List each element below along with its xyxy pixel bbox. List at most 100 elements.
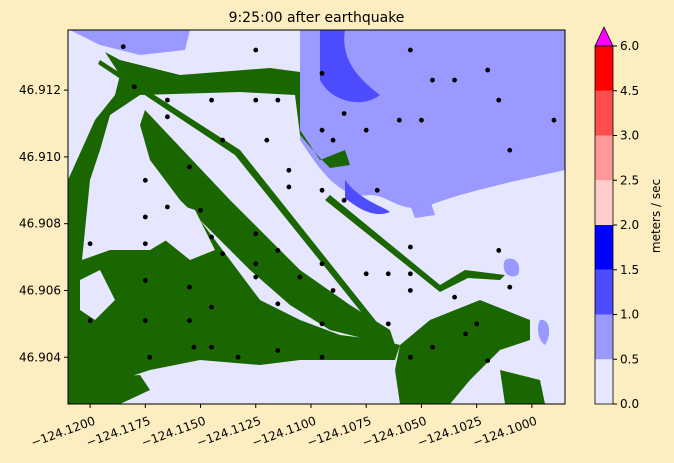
particle-dot — [407, 244, 413, 250]
colorbar-tick-label: 0.5 — [620, 352, 639, 366]
particle-dot — [147, 354, 153, 360]
particle-dot — [165, 114, 170, 120]
x-axis: −124.1200−124.1175−124.1150−124.1125−124… — [29, 404, 539, 450]
particle-dot — [142, 241, 148, 247]
particle-dot — [220, 251, 226, 257]
land-mass-main — [68, 52, 400, 390]
map-area — [68, 30, 565, 404]
particle-dot — [142, 214, 148, 220]
particle-dot — [363, 271, 369, 277]
particle-dot — [430, 344, 435, 350]
particle-dot — [253, 47, 259, 53]
colorbar-label: meters / sec — [649, 179, 663, 253]
particle-dot — [131, 84, 137, 90]
flow-region-small — [410, 200, 435, 218]
particle-dot — [319, 187, 325, 193]
chart-title: 9:25:00 after earthquake — [229, 10, 405, 26]
particle-dot — [341, 111, 347, 116]
particle-dot — [407, 354, 413, 360]
flow-region-fast — [320, 30, 380, 103]
particle-dot — [87, 318, 93, 323]
colorbar-tick-label: 1.5 — [620, 263, 639, 277]
colorbar-tick-label: 2.0 — [620, 218, 639, 232]
particle-dot — [253, 261, 259, 267]
colorbar-segment — [595, 135, 613, 181]
particle-dot — [419, 117, 424, 123]
colorbar-tick-label: 0.0 — [620, 397, 639, 411]
particle-dot — [319, 127, 325, 133]
particle-dot — [551, 117, 557, 123]
particle-dot — [142, 318, 148, 323]
land-mass-sw — [68, 375, 150, 404]
particle-dot — [286, 167, 292, 173]
x-tick-label: −124.1000 — [471, 414, 539, 450]
particle-dot — [209, 234, 214, 240]
particle-dot — [275, 301, 281, 307]
particle-dot — [275, 348, 281, 353]
colorbar-segment — [595, 46, 613, 91]
pond-2 — [165, 200, 215, 260]
y-tick-label: 46.910 — [19, 150, 61, 164]
colorbar: 0.0 0.5 1.0 1.5 2.0 2.5 3.0 4.5 6.0 — [594, 26, 639, 411]
flow-region-east — [503, 258, 520, 277]
particle-dot — [363, 127, 369, 133]
particle-dot — [507, 284, 513, 290]
particle-dot — [407, 288, 413, 293]
particle-dot — [209, 304, 214, 310]
y-tick-label: 46.908 — [19, 217, 61, 231]
particle-dot — [319, 71, 325, 76]
particle-dot — [264, 137, 270, 143]
particle-dot — [319, 261, 325, 267]
colorbar-tick-label: 6.0 — [620, 39, 639, 53]
particle-dot — [253, 97, 259, 103]
particle-dot — [142, 177, 148, 183]
particle-dot — [187, 318, 192, 323]
particle-dot — [485, 67, 491, 73]
land-mass-se-2 — [500, 370, 545, 404]
particle-dot — [341, 197, 347, 203]
particle-dot — [165, 97, 170, 103]
particle-dot — [187, 164, 192, 170]
colorbar-tick-label: 1.0 — [620, 308, 639, 322]
particle-dot — [474, 321, 480, 327]
y-axis: 46.904 46.906 46.908 46.910 46.912 — [19, 83, 68, 364]
particle-dot — [385, 321, 391, 327]
colorbar-segment — [595, 90, 613, 136]
particle-dot — [485, 358, 491, 363]
particle-dot — [385, 271, 391, 277]
particle-dot — [191, 344, 197, 350]
particle-dot — [330, 137, 336, 143]
particle-dot — [430, 77, 435, 83]
particle-dot — [209, 97, 214, 103]
particle-dot — [319, 321, 325, 327]
pond — [80, 270, 115, 320]
particle-dot — [463, 331, 468, 337]
flow-region-north — [70, 30, 190, 55]
y-tick-label: 46.904 — [19, 350, 61, 364]
colorbar-tick-label: 3.0 — [620, 129, 639, 143]
flow-region-east-2 — [537, 319, 550, 345]
particle-dot — [407, 47, 413, 53]
particle-dot — [187, 284, 192, 290]
particle-dot — [275, 247, 281, 253]
particle-dot — [209, 344, 214, 350]
colorbar-extend-max — [594, 26, 614, 47]
particle-dot — [198, 207, 203, 213]
particle-dot — [142, 278, 148, 283]
colorbar-segment — [595, 314, 613, 360]
colorbar-tick-label: 4.5 — [620, 84, 639, 98]
flow-region-fast-2 — [345, 180, 390, 215]
particle-dot — [452, 77, 457, 83]
particle-dot — [253, 274, 259, 280]
land-mass-se — [395, 300, 530, 404]
particle-dot — [165, 204, 170, 210]
colorbar-segment — [595, 225, 613, 270]
particle-dot — [374, 187, 380, 193]
particle-dot — [120, 44, 126, 50]
particle-dot — [496, 247, 502, 253]
colorbar-tick-label: 2.5 — [620, 173, 639, 187]
flow-region-medium — [300, 30, 565, 208]
plot-frame — [67, 29, 566, 405]
colorbar-segment — [595, 180, 613, 225]
